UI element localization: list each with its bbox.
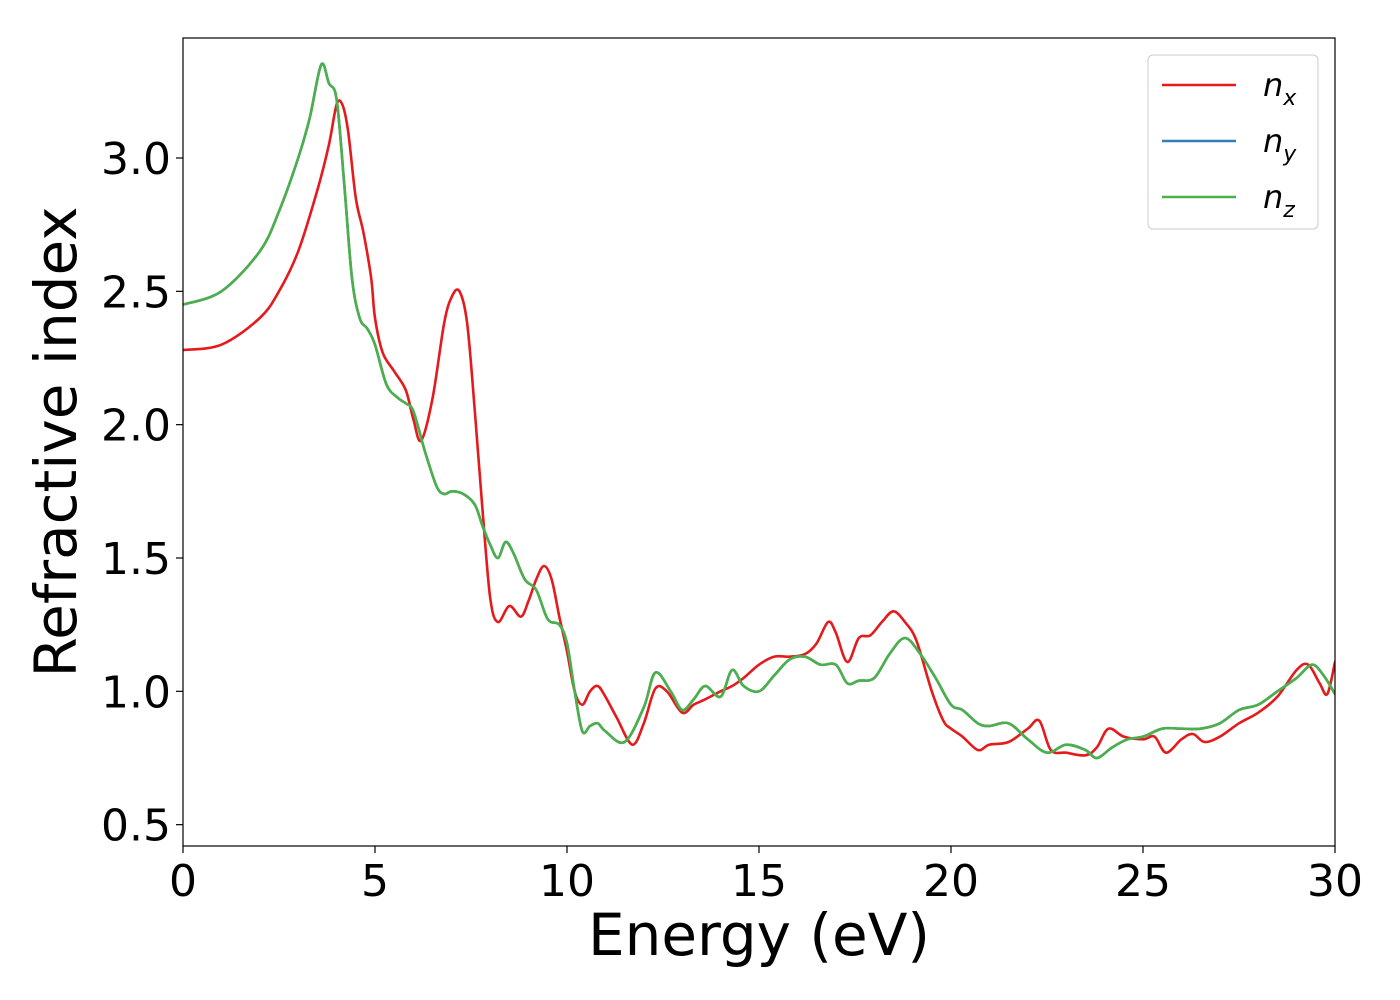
x-axis-title: Energy (eV)	[588, 901, 930, 969]
y-axis-title: Refractive index	[22, 206, 90, 677]
series-line-z	[183, 62, 1335, 760]
series-layer	[183, 62, 1335, 760]
legend-label-y: ny	[1263, 122, 1297, 167]
y-tick-label: 1.5	[101, 534, 171, 585]
x-tick-label: 5	[361, 856, 389, 907]
x-tick-label: 15	[731, 856, 787, 907]
y-tick-label: 2.5	[101, 267, 171, 318]
legend-label-x: nx	[1263, 66, 1297, 111]
x-tick-label: 30	[1307, 856, 1363, 907]
x-tick-label: 20	[923, 856, 979, 907]
series-line-x	[183, 99, 1335, 757]
y-tick-label: 3.0	[101, 134, 171, 185]
legend: nx ny nz	[1147, 54, 1319, 230]
x-tick-label: 25	[1115, 856, 1171, 907]
y-tick-label: 0.5	[101, 801, 171, 852]
legend-label-z: nz	[1263, 178, 1295, 223]
y-tick-label: 1.0	[101, 667, 171, 718]
x-axis-ticks: 0 5 10 15 20 25 30	[169, 846, 1363, 907]
y-axis-ticks: 0.5 1.0 1.5 2.0 2.5 3.0	[101, 134, 183, 852]
x-tick-label: 10	[539, 856, 595, 907]
x-tick-label: 0	[169, 856, 197, 907]
y-tick-label: 2.0	[101, 401, 171, 452]
